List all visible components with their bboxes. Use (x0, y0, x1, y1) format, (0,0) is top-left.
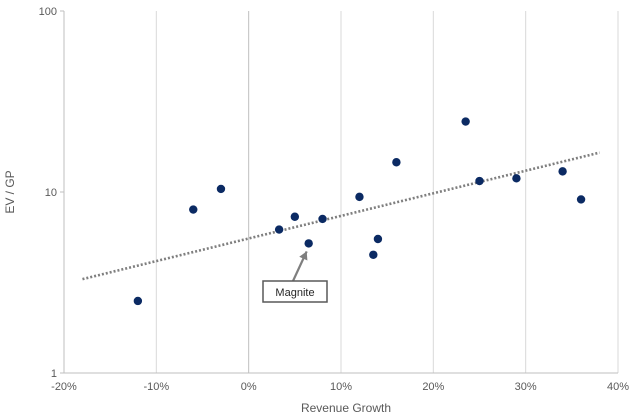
axes (60, 10, 618, 374)
y-axis-title: EV / GP (3, 170, 17, 213)
x-tick-label: 0% (241, 381, 257, 393)
data-point (512, 174, 521, 183)
x-tick-label: -10% (143, 381, 169, 393)
annotation-group: Magnite (262, 250, 328, 303)
y-tick-label: 10 (45, 187, 57, 199)
data-point (558, 167, 567, 176)
data-point (392, 158, 401, 167)
annotation-arrowhead (299, 251, 308, 261)
x-axis-title: Revenue Growth (301, 401, 391, 415)
trendline (82, 151, 600, 281)
tick-labels: -20% -10% 0% 10% 20% 30% 40% 1 10 100 (39, 6, 630, 393)
data-point (475, 176, 484, 186)
data-point (304, 239, 313, 248)
y-tick-label: 100 (39, 6, 57, 18)
x-tick-label: 40% (607, 381, 629, 393)
data-point (290, 212, 300, 221)
annotation-box (262, 280, 328, 303)
data-point (576, 195, 586, 204)
x-tick-label: 20% (422, 381, 444, 393)
data-point (461, 117, 470, 126)
data-point (318, 214, 327, 224)
data-point (274, 225, 284, 234)
data-point (216, 184, 226, 194)
x-tick-label: 30% (515, 381, 537, 393)
gridlines (63, 11, 619, 373)
data-point (369, 250, 378, 259)
data-point (355, 192, 364, 202)
annotation-label: Magnite (275, 287, 314, 299)
trendline-group (82, 151, 600, 281)
data-point (373, 234, 383, 244)
x-tick-label: -20% (51, 381, 77, 393)
data-point (133, 296, 143, 306)
data-points (133, 117, 586, 306)
y-tick-label: 1 (51, 368, 57, 380)
x-tick-label: 10% (330, 381, 352, 393)
data-point (189, 205, 198, 214)
